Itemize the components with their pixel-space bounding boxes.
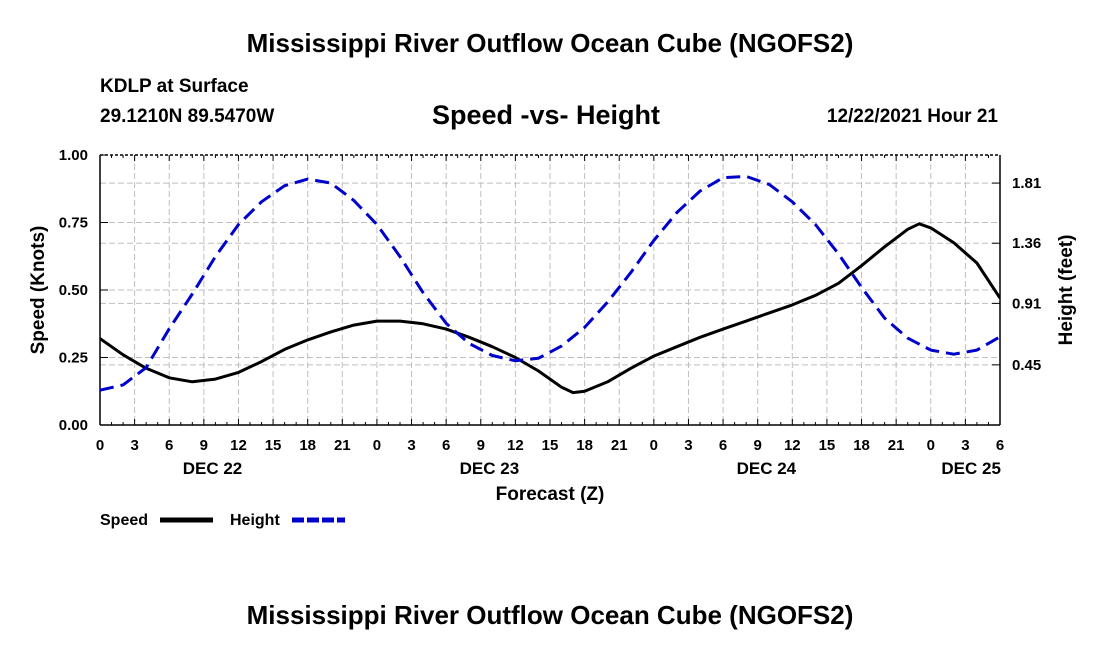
x-tick-label: 18 [853,437,870,454]
x-tick-label: 3 [961,437,969,454]
x-tick-label: 15 [542,437,559,454]
x-tick-label: 9 [754,437,762,454]
x-tick-label: 21 [888,437,905,454]
x-tick-label: 0 [650,437,658,454]
y-axis-label: Speed (Knots) [28,226,49,355]
x-tick-label: 9 [200,437,208,454]
y-tick-label: 1.00 [59,147,88,164]
x-tick-label: 12 [784,437,801,454]
x-tick-label: 3 [684,437,692,454]
x-tick-label: 3 [130,437,138,454]
y2-tick-label: 1.36 [1012,235,1041,252]
speed-series-line [100,222,1000,395]
x-tick-label: 15 [819,437,836,454]
y-tick-label: 0.00 [59,417,88,434]
chart-title: Mississippi River Outflow Ocean Cube (NG… [246,28,854,58]
y2-axis-label: Height (feet) [1056,235,1077,346]
x-tick-label: 6 [719,437,727,454]
y2-tick-label: 0.91 [1012,295,1041,312]
x-tick-label: 21 [611,437,628,454]
x-tick-label: 6 [442,437,450,454]
x-tick-label: 18 [576,437,593,454]
x-tick-label: 3 [407,437,415,454]
x-tick-label: 18 [299,437,316,454]
chart-subtitle: Speed -vs- Height [432,100,661,130]
legend-height-label: Height [230,512,280,529]
footer-title: Mississippi River Outflow Ocean Cube (NG… [246,600,854,630]
station-coordinates: 29.1210N 89.5470W [100,106,275,127]
station-label: KDLP at Surface [100,76,249,97]
y-tick-label: 0.50 [59,282,88,299]
x-axis-label: Forecast (Z) [496,484,605,505]
forecast-datetime: 12/22/2021 Hour 21 [826,106,998,127]
height-series-line [100,174,1000,392]
x-tick-label: 6 [996,437,1004,454]
date-label: DEC 24 [737,459,797,478]
x-tick-label: 12 [230,437,247,454]
date-label: DEC 23 [460,459,520,478]
y2-tick-label: 0.45 [1012,357,1041,374]
x-tick-label: 12 [507,437,524,454]
x-tick-label: 15 [265,437,282,454]
x-tick-label: 0 [373,437,381,454]
y-tick-label: 0.75 [59,215,88,232]
x-tick-label: 0 [927,437,935,454]
y2-tick-label: 1.81 [1012,175,1041,192]
x-tick-label: 0 [96,437,104,454]
x-tick-label: 6 [165,437,173,454]
legend-speed-label: Speed [100,512,148,529]
x-tick-label: 9 [477,437,485,454]
date-label: DEC 25 [941,459,1001,478]
date-label: DEC 22 [183,459,243,478]
x-tick-label: 21 [334,437,351,454]
y-tick-label: 0.25 [59,350,88,367]
speed-height-chart: 0 3 6 9 12 15 18 21 0 3 6 9 12 15 18 21 0 3 6 9 12 15 18 21 0 3 6 0… [28,147,1077,529]
